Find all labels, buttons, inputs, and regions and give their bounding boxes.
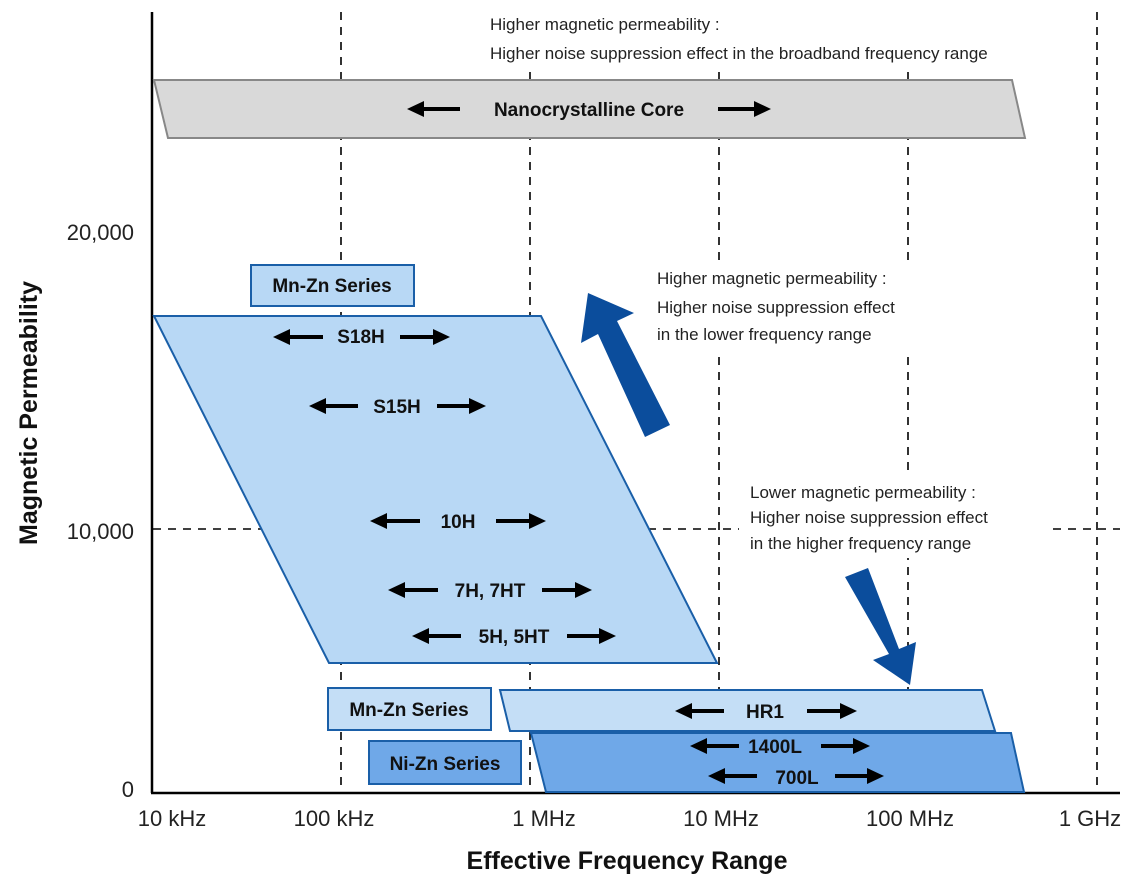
grade-hr1: HR1 [746, 702, 784, 723]
hr1-shape [498, 689, 997, 732]
grade-10h: 10H [441, 512, 476, 533]
down-trend-arrow-icon [845, 568, 916, 685]
left-arrow-icon [388, 582, 438, 598]
y-tick-label: 0 [122, 777, 134, 802]
note-line: Lower magnetic permeability : [750, 483, 976, 502]
left-arrow-icon [273, 329, 323, 345]
left-arrow-icon [708, 768, 757, 784]
mnzn-series-tag [250, 264, 415, 307]
nizn-band: Ni-Zn Series 1400L 700L [368, 732, 1026, 793]
left-arrow-icon [309, 398, 358, 414]
left-arrow-icon [690, 738, 739, 754]
mnzn-series-label: Mn-Zn Series [272, 276, 391, 297]
note-top: Higher magnetic permeability : Higher no… [478, 10, 1068, 72]
note-line: Higher noise suppression effect [657, 298, 895, 317]
grade-s15h: S15H [373, 397, 421, 418]
right-arrow-icon [437, 398, 486, 414]
nizn-series-label: Ni-Zn Series [390, 754, 501, 775]
note-line: Higher magnetic permeability : [490, 15, 720, 34]
mnzn-high-shape [152, 315, 719, 664]
range-arrows [273, 101, 884, 784]
grade-5h-5ht: 5H, 5HT [479, 627, 550, 648]
note-line: Higher magnetic permeability : [657, 269, 887, 288]
y-tick-label: 10,000 [67, 519, 134, 544]
note-line: in the higher frequency range [750, 534, 971, 553]
x-axis-title: Effective Frequency Range [467, 847, 788, 875]
y-tick-label: 20,000 [67, 220, 134, 245]
note-line: Higher noise suppression effect [750, 508, 988, 527]
note-background [478, 10, 1068, 72]
x-tick-label: 1 GHz [1059, 806, 1121, 831]
nanocrystalline-shape [152, 79, 1027, 139]
mnzn-series-label: Mn-Zn Series [349, 700, 468, 721]
mnzn-high-band: Mn-Zn Series S18H S15H 10H 7H, 7HT 5H, 5… [152, 264, 719, 664]
note-background [646, 264, 960, 350]
left-arrow-icon [675, 703, 724, 719]
mnzn-hr-band: Mn-Zn Series HR1 [327, 687, 997, 732]
grade-700l: 700L [775, 768, 819, 789]
up-trend-arrow-icon [581, 293, 670, 437]
grade-7h-7ht: 7H, 7HT [455, 581, 526, 602]
right-arrow-icon [718, 101, 771, 117]
note-middle: Higher magnetic permeability : Higher no… [646, 264, 960, 350]
nanocrystalline-band: Nanocrystalline Core [152, 79, 1027, 139]
right-arrow-icon [807, 703, 857, 719]
note-background [739, 474, 1052, 558]
nanocrystalline-label: Nanocrystalline Core [494, 100, 684, 121]
grade-s18h: S18H [337, 327, 385, 348]
note-line: in the lower frequency range [657, 325, 872, 344]
right-arrow-icon [496, 513, 546, 529]
left-arrow-icon [407, 101, 460, 117]
x-tick-labels: 10 kHz 100 kHz 1 MHz 10 MHz 100 MHz 1 GH… [138, 806, 1121, 831]
right-arrow-icon [835, 768, 884, 784]
right-arrow-icon [542, 582, 592, 598]
note-line: Higher noise suppression effect in the b… [490, 44, 988, 63]
grade-1400l: 1400L [748, 737, 802, 758]
x-tick-label: 10 kHz [138, 806, 206, 831]
mnzn-series-tag [327, 687, 492, 731]
nizn-series-tag [368, 740, 522, 785]
y-axis-title: Magnetic Permeability [15, 281, 43, 545]
right-arrow-icon [821, 738, 870, 754]
right-arrow-icon [567, 628, 616, 644]
right-arrow-icon [400, 329, 450, 345]
left-arrow-icon [412, 628, 461, 644]
y-tick-labels: 20,000 10,000 0 [67, 220, 134, 802]
nizn-shape [529, 732, 1026, 793]
x-tick-label: 100 kHz [294, 806, 375, 831]
note-lower: Lower magnetic permeability : Higher noi… [739, 474, 1052, 558]
x-tick-label: 10 MHz [683, 806, 759, 831]
left-arrow-icon [370, 513, 420, 529]
x-tick-label: 100 MHz [866, 806, 954, 831]
x-tick-label: 1 MHz [512, 806, 576, 831]
